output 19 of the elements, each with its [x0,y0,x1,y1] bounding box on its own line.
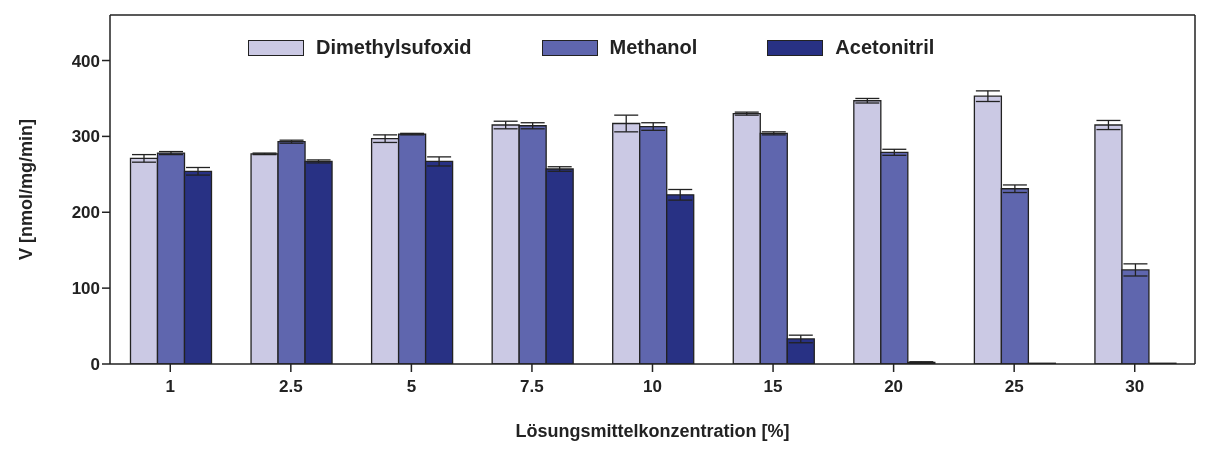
y-tick-label: 0 [90,355,100,375]
x-tick-label: 2.5 [279,377,303,397]
x-tick-label: 30 [1125,377,1145,397]
legend-label: Dimethylsufoxid [316,36,472,59]
x-tick-label: 15 [763,377,783,397]
legend-label: Acetonitril [835,36,935,59]
x-tick-label: 1 [165,377,176,397]
x-tick-label: 7.5 [520,377,544,397]
x-tick-label: 10 [643,377,662,397]
legend-label: Methanol [609,36,698,59]
x-axis-title: Lösungsmittelkonzentration [%] [515,420,790,441]
x-tick-label: 20 [884,377,904,397]
y-tick-label: 300 [71,127,100,147]
y-tick-label: 100 [71,279,100,299]
y-tick-label: 200 [71,203,100,223]
x-tick-label: 5 [406,377,417,397]
x-tick-label: 25 [1004,377,1024,397]
y-tick-label: 400 [71,51,100,71]
y-axis-title: V [nmol/mg/min] [16,119,37,260]
